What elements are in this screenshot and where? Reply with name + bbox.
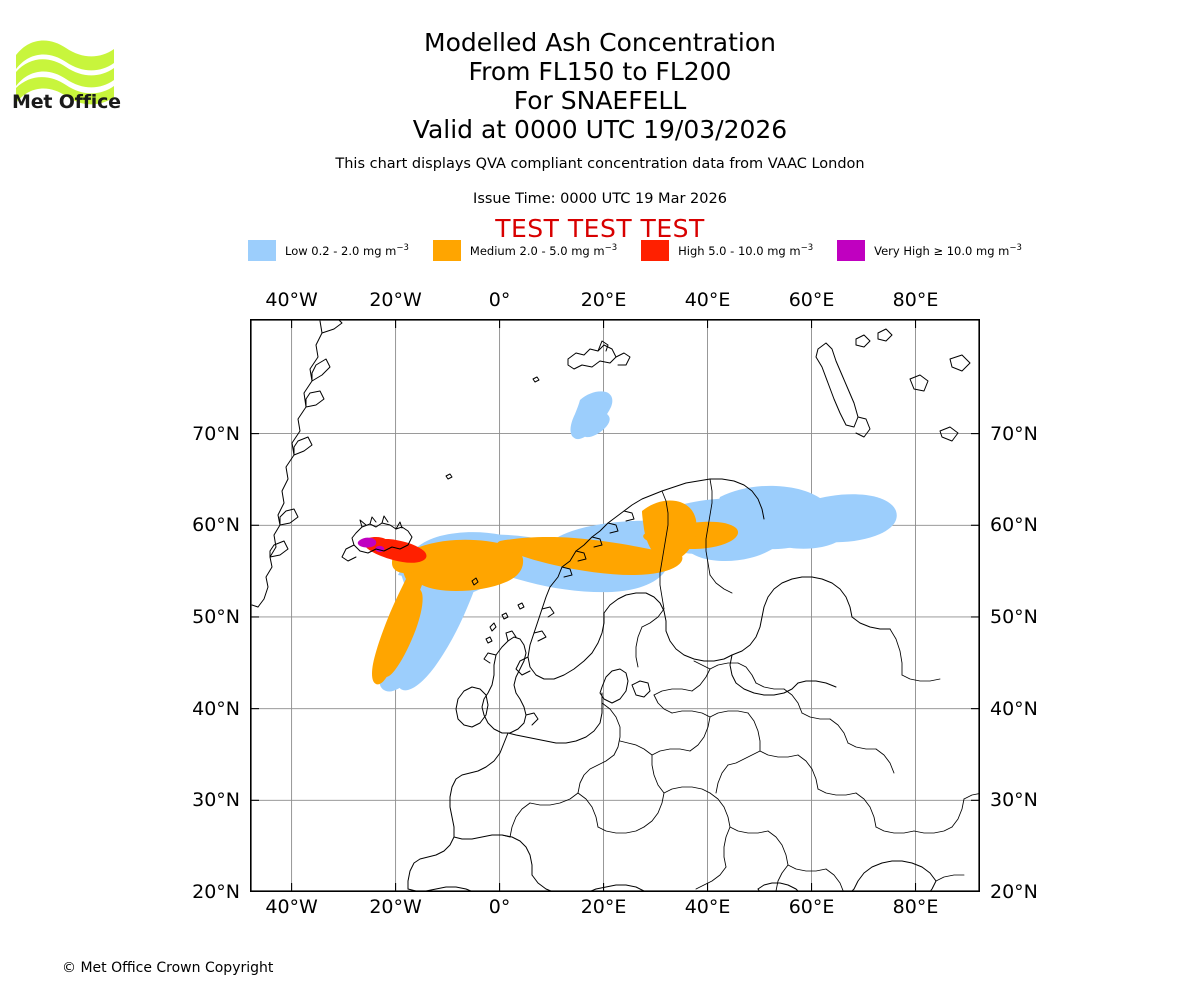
y-tick-right-0: 70°N [990, 422, 1038, 445]
x-tick-bottom-4: 40°E [684, 896, 731, 918]
x-tick-top-1: 20°W [369, 289, 422, 311]
chart-subtitle: This chart displays QVA compliant concen… [335, 156, 865, 172]
logo-wordmark: Met Office [12, 91, 121, 113]
x-tick-bottom-3: 20°E [580, 896, 627, 918]
test-banner: TEST TEST TEST [495, 214, 705, 243]
legend-high-swatch [641, 239, 670, 261]
y-tick-right-1: 60°N [990, 514, 1038, 537]
x-tick-top-4: 40°E [684, 289, 731, 311]
x-tick-bottom-0: 40°W [265, 896, 318, 918]
y-tick-left-5: 20°N [192, 881, 240, 903]
legend-very-high-swatch [837, 239, 866, 261]
legend-low-swatch [248, 239, 276, 261]
y-tick-right-5: 20°N [990, 881, 1038, 903]
map-frame [250, 319, 980, 892]
legend-high: High 5.0 - 10.0 mg m−3 [641, 239, 814, 261]
legend-medium: Medium 2.0 - 5.0 mg m−3 [432, 239, 618, 261]
x-tick-top-5: 60°E [788, 289, 835, 311]
map-coastlines [251, 319, 980, 892]
map-background [250, 319, 980, 892]
y-tick-left-4: 30°N [192, 789, 240, 812]
page-title: Modelled Ash Concentration From FL150 to… [0, 28, 1200, 144]
title-line-1: Modelled Ash Concentration [424, 28, 776, 57]
legend-high-label: High 5.0 - 10.0 mg m−3 [678, 242, 814, 258]
met-office-logo [16, 40, 114, 105]
legend-medium-swatch [432, 239, 461, 261]
country-borders [501, 478, 980, 892]
x-tick-top-2: 0° [488, 289, 511, 311]
legend-low-label: Low 0.2 - 2.0 mg m−3 [285, 242, 409, 258]
y-tick-left-3: 40°N [192, 697, 240, 720]
x-tick-top-6: 80°E [892, 289, 939, 311]
x-tick-bottom-2: 0° [488, 896, 511, 918]
y-tick-left-2: 50°N [192, 605, 240, 628]
legend-very-high: Very High ≥ 10.0 mg m−3 [837, 239, 1022, 261]
legend-very-high-label: Very High ≥ 10.0 mg m−3 [874, 242, 1022, 258]
y-tick-left-0: 70°N [192, 422, 240, 445]
title-line-3: For SNAEFELL [513, 86, 687, 115]
legend-low: Low 0.2 - 2.0 mg m−3 [248, 239, 409, 261]
ash-plume [357, 391, 897, 692]
logo-waves [16, 40, 114, 105]
x-tick-top-0: 40°W [265, 289, 318, 311]
issue-time: Issue Time: 0000 UTC 19 Mar 2026 [473, 191, 727, 207]
legend-medium-label: Medium 2.0 - 5.0 mg m−3 [469, 242, 618, 258]
y-tick-left-1: 60°N [192, 514, 240, 537]
y-tick-right-2: 50°N [990, 605, 1038, 628]
x-tick-top-3: 20°E [580, 289, 627, 311]
x-tick-bottom-5: 60°E [788, 896, 835, 918]
title-line-2: From FL150 to FL200 [468, 57, 732, 86]
copyright-notice: © Met Office Crown Copyright [62, 960, 274, 976]
y-tick-right-4: 30°N [990, 789, 1038, 812]
x-tick-bottom-1: 20°W [369, 896, 422, 918]
concentration-legend: Low 0.2 - 2.0 mg m−3 Medium 2.0 - 5.0 mg … [248, 238, 1022, 262]
y-tick-right-3: 40°N [990, 697, 1038, 720]
plume-medium [372, 500, 739, 685]
ash-concentration-map [250, 319, 980, 892]
x-tick-bottom-6: 80°E [892, 896, 939, 918]
title-line-4: Valid at 0000 UTC 19/03/2026 [412, 115, 788, 144]
